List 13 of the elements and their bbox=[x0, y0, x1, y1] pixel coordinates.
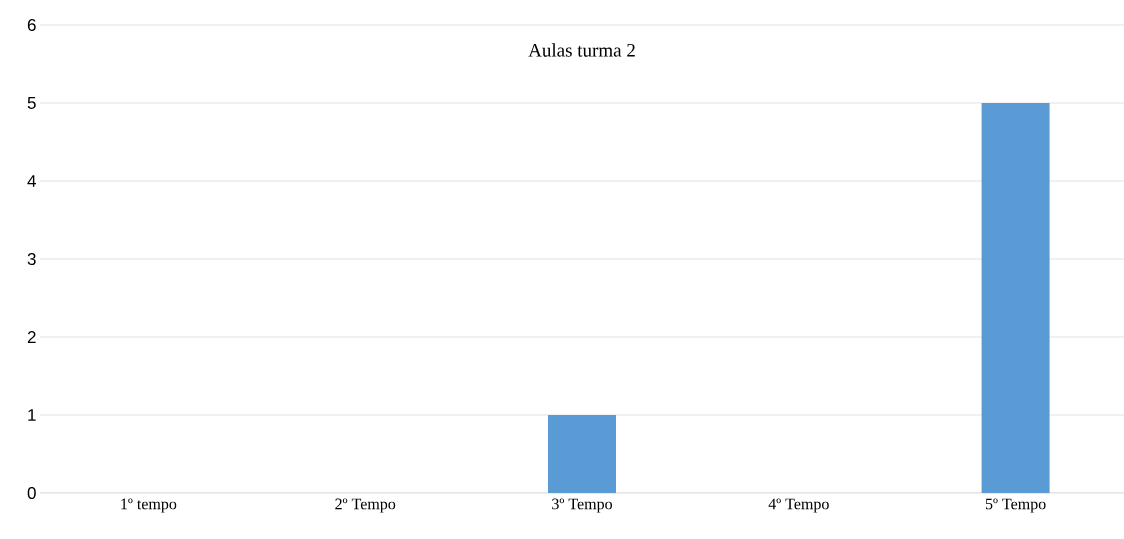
x-tick-label: 3º Tempo bbox=[552, 498, 612, 513]
y-tick-label: 5 bbox=[27, 97, 36, 109]
y-tick-label: 6 bbox=[27, 18, 36, 32]
x-tick-label: 1º tempo bbox=[121, 498, 177, 513]
x-tick-label: 2º Tempo bbox=[335, 498, 396, 513]
x-tick-label: 4º Tempo bbox=[768, 498, 829, 513]
y-tick-label: 2 bbox=[27, 331, 36, 343]
text: Aulas turma 2 bbox=[528, 43, 635, 57]
y-tick-label: 1 bbox=[28, 409, 36, 421]
y-tick-label: 4 bbox=[27, 175, 36, 187]
y-tick-label: 0 bbox=[27, 486, 36, 500]
x-tick-label: 5º Tempo bbox=[985, 498, 1046, 513]
y-tick-label: 3 bbox=[27, 252, 36, 266]
